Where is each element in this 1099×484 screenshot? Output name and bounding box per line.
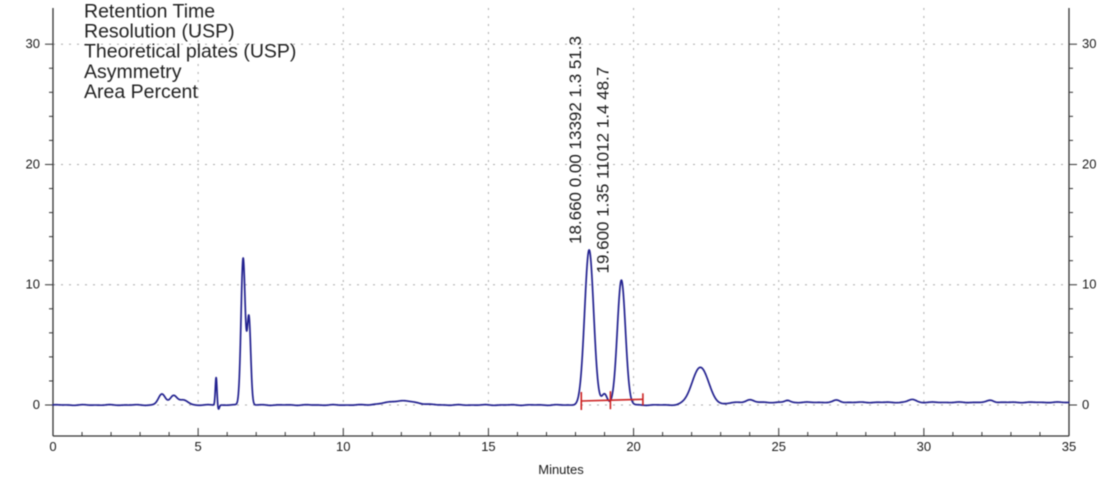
svg-text:15: 15 [481, 439, 495, 454]
svg-text:19.600 1.35 11012 1.4 48.7: 19.600 1.35 11012 1.4 48.7 [594, 67, 613, 274]
svg-text:0: 0 [33, 397, 40, 412]
svg-text:Retention Time: Retention Time [84, 1, 215, 23]
svg-text:35: 35 [1062, 439, 1076, 454]
svg-text:0: 0 [49, 439, 56, 454]
svg-text:Theoretical plates (USP): Theoretical plates (USP) [84, 41, 296, 63]
svg-text:20: 20 [26, 156, 40, 171]
svg-text:25: 25 [771, 439, 785, 454]
svg-text:18.660 0.00 13392 1.3 51.3: 18.660 0.00 13392 1.3 51.3 [566, 36, 585, 244]
svg-text:10: 10 [26, 277, 40, 292]
svg-text:20: 20 [1082, 156, 1096, 171]
svg-text:Asymmetry: Asymmetry [84, 61, 182, 83]
svg-text:30: 30 [1082, 36, 1096, 51]
svg-text:5: 5 [195, 439, 202, 454]
svg-text:30: 30 [26, 36, 40, 51]
svg-text:20: 20 [626, 439, 640, 454]
svg-text:Minutes: Minutes [538, 462, 584, 477]
svg-text:Area Percent: Area Percent [84, 81, 198, 103]
svg-text:0: 0 [1082, 397, 1089, 412]
svg-text:Resolution (USP): Resolution (USP) [84, 21, 235, 43]
svg-text:30: 30 [917, 439, 931, 454]
svg-text:10: 10 [336, 439, 350, 454]
svg-text:10: 10 [1082, 277, 1096, 292]
